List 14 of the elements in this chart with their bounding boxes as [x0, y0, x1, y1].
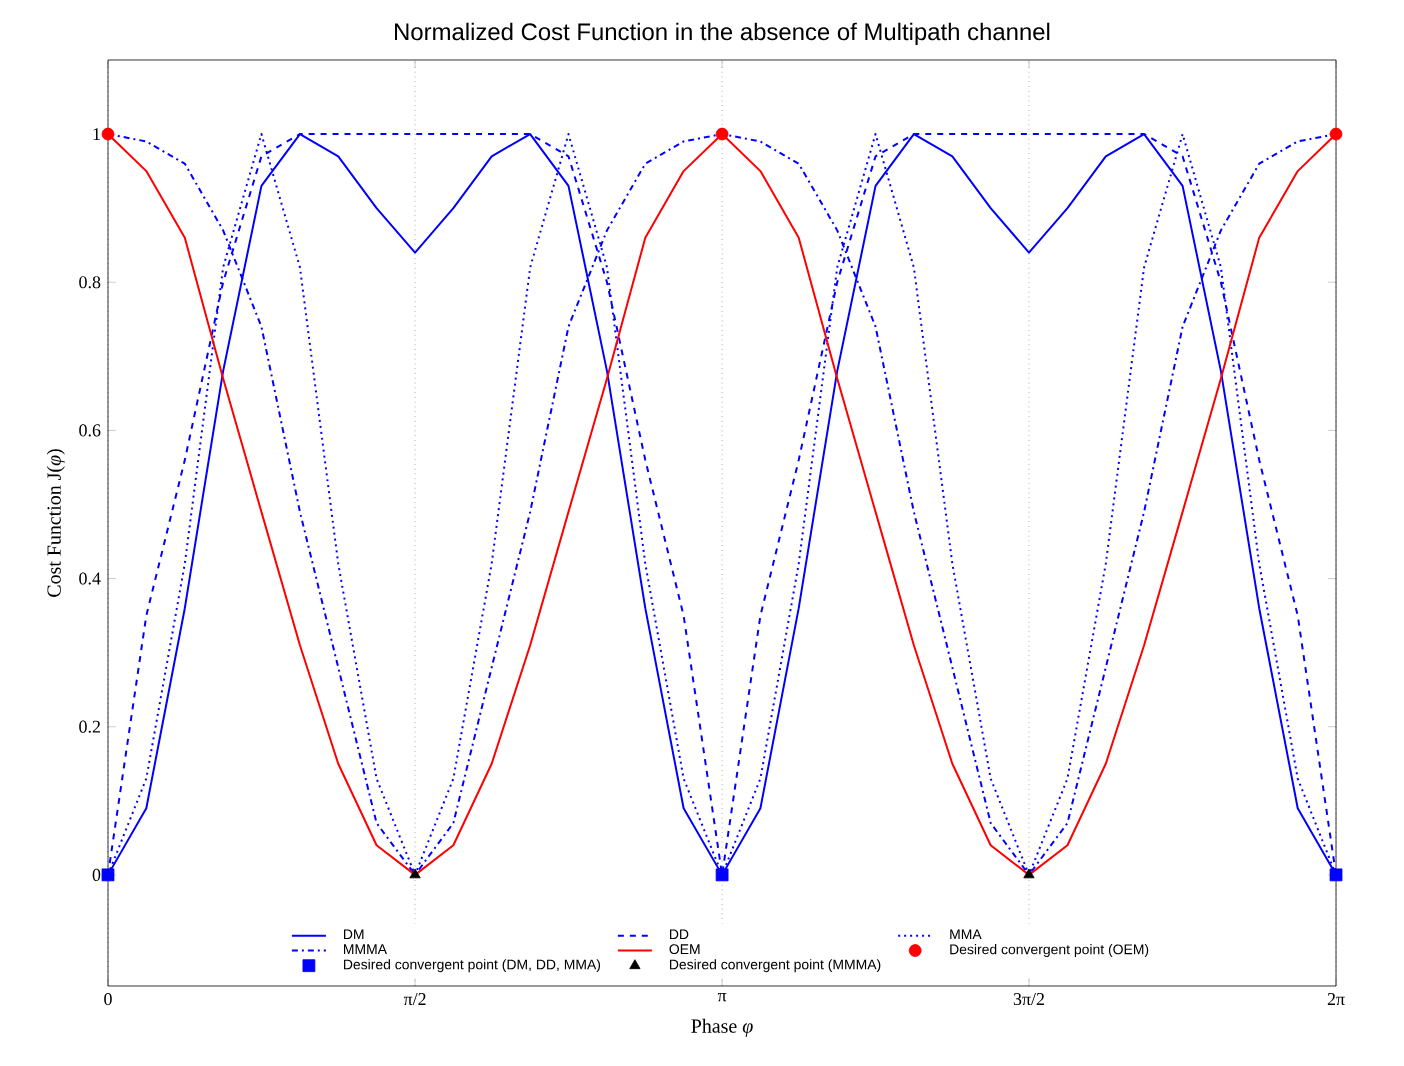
y-tick-label: 0.8	[79, 276, 101, 289]
x-axis-title: Phase φ	[691, 1018, 753, 1037]
x-tick-label: π	[717, 993, 727, 1002]
chart-title: Normalized Cost Function in the absence of Multipath channel	[395, 22, 1050, 45]
x-tick-label: 2π	[1327, 993, 1345, 1006]
x-tick-label: 0	[104, 993, 112, 1006]
y-tick-label: 0.6	[79, 424, 101, 437]
y-tick-label: 0.2	[79, 720, 100, 733]
y-tick-label: 0	[92, 868, 101, 881]
x-tick-label: π/2	[403, 993, 426, 1006]
x-tick-label: 3π/2	[1013, 993, 1044, 1006]
y-axis-title: Cost Function J(φ)	[46, 449, 65, 597]
y-tick-label: 0.4	[79, 572, 101, 585]
y-tick-label: 1	[93, 128, 100, 140]
